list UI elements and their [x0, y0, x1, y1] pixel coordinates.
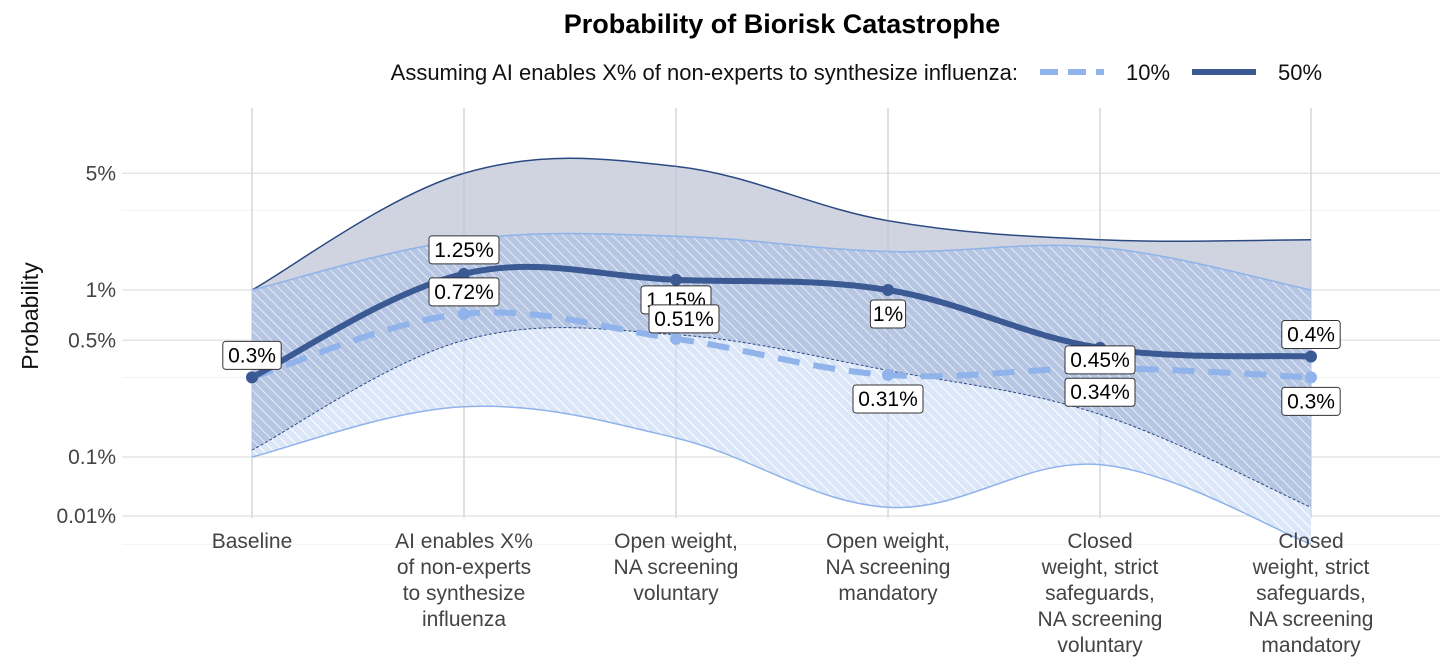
x-tick-5-line-3: NA screening	[1249, 608, 1374, 631]
data-label-50-1-text: 1.25%	[434, 239, 494, 262]
x-tick-2: Open weight, NA screening voluntary	[614, 530, 739, 605]
data-label-50-5-box	[1281, 319, 1341, 349]
data-label-10-3-box	[852, 384, 924, 414]
data-label-10-1-text: 0.72%	[434, 281, 494, 304]
x-tick-4-line-1: weight, strict	[1041, 556, 1159, 579]
x-tick-4-line-4: voluntary	[1057, 634, 1143, 657]
data-label-50-1: 1.25%	[428, 235, 500, 265]
legend: Assuming AI enables X% of non-experts to…	[391, 60, 1322, 85]
x-tick-4-line-0: Closed	[1067, 530, 1132, 553]
point-50-2	[670, 273, 682, 286]
x-tick-5-line-2: safeguards,	[1256, 582, 1366, 605]
series-line-10	[251, 309, 1312, 381]
band-10-lower	[251, 405, 1312, 546]
data-label-10-5-box	[1281, 386, 1341, 416]
x-tick-3-line-0: Open weight,	[826, 530, 950, 553]
bands	[251, 157, 1312, 546]
band-overlap-light	[252, 327, 1311, 545]
data-label-50-0-text: 0.3%	[228, 344, 276, 367]
data-label-50-3: 1%	[869, 299, 907, 329]
data-label-50-3-box	[869, 299, 907, 329]
data-label-50-4-text: 0.45%	[1070, 349, 1130, 372]
x-tick-4-line-2: safeguards,	[1045, 582, 1155, 605]
data-label-10-2-box	[648, 304, 720, 334]
x-tick-4: Closed weight, strict safeguards, NA screen…	[1038, 530, 1163, 657]
x-tick-2-line-2: voluntary	[633, 582, 719, 605]
data-label-50-5: 0.4%	[1281, 319, 1341, 349]
legend-label-50: 50%	[1278, 60, 1322, 85]
point-10-5	[1305, 371, 1317, 384]
data-label-50-5-text: 0.4%	[1287, 323, 1335, 346]
x-tick-0-line-0: Baseline	[212, 530, 293, 553]
x-tick-2-line-1: NA screening	[614, 556, 739, 579]
y-tick-1: 0.1%	[68, 446, 116, 469]
x-tick-3-line-2: mandatory	[838, 582, 938, 605]
data-label-10-5: 0.3%	[1281, 386, 1341, 416]
data-label-50-4-box	[1064, 345, 1136, 375]
data-label-50-0-box	[222, 340, 282, 370]
x-tick-5-line-1: weight, strict	[1252, 556, 1370, 579]
x-tick-3: Open weight, NA screening mandatory	[826, 530, 951, 605]
chart-title: Probability of Biorisk Catastrophe	[564, 9, 1001, 39]
data-label-10-4: 0.34%	[1064, 377, 1136, 407]
x-tick-1-line-3: influenza	[422, 608, 506, 631]
data-label-10-2-text: 0.51%	[654, 308, 714, 331]
point-10-3	[882, 368, 894, 381]
band-50-lower	[251, 327, 1312, 508]
data-label-50-1-box	[428, 235, 500, 265]
x-tick-5: Closed weight, strict safeguards, NA screen…	[1249, 530, 1374, 657]
data-label-10-1-box	[428, 277, 500, 307]
point-50-5	[1305, 350, 1317, 363]
x-tick-1-line-1: of non-experts	[397, 556, 531, 579]
x-tick-1-line-2: to synthesize	[403, 582, 526, 605]
point-50-0	[246, 371, 258, 384]
point-10-1	[458, 307, 470, 320]
data-label-10-5-text: 0.3%	[1287, 390, 1335, 413]
data-label-10-3: 0.31%	[852, 384, 924, 414]
point-50-1	[458, 267, 470, 280]
x-tick-5-line-4: mandatory	[1261, 634, 1361, 657]
data-label-50-0: 0.3%	[222, 340, 282, 370]
data-label-10-1: 0.72%	[428, 277, 500, 307]
legend-label-10: 10%	[1126, 60, 1170, 85]
x-tick-2-line-0: Open weight,	[614, 530, 738, 553]
legend-title: Assuming AI enables X% of non-experts to…	[391, 60, 1018, 85]
data-label-50-4: 0.45%	[1064, 345, 1136, 375]
x-tick-0: Baseline	[212, 530, 293, 553]
data-label-10-2: 0.51%	[648, 304, 720, 334]
y-tick-3: 1%	[86, 279, 116, 302]
data-label-10-3-text: 0.31%	[858, 388, 918, 411]
x-tick-1: AI enables X% of non-experts to synthesize…	[395, 530, 533, 631]
data-label-50-3-text: 1%	[873, 303, 903, 326]
x-tick-4-line-3: NA screening	[1038, 608, 1163, 631]
x-axis-ticks: Baseline AI enables X% of non-experts to sy…	[212, 530, 1374, 657]
data-label-10-4-text: 0.34%	[1070, 381, 1130, 404]
x-tick-5-line-0: Closed	[1278, 530, 1343, 553]
y-tick-2: 0.5%	[68, 329, 116, 352]
x-tick-1-line-0: AI enables X%	[395, 530, 533, 553]
x-tick-3-line-1: NA screening	[826, 556, 951, 579]
data-labels: 0.3%1.25%1.15%1%0.45%0.4%0.72%0.51%0.31%…	[222, 235, 1341, 416]
y-axis-label: Probability	[17, 262, 43, 370]
data-label-10-4-box	[1064, 377, 1136, 407]
y-tick-4: 5%	[86, 162, 116, 185]
y-tick-0: 0.01%	[56, 505, 116, 528]
band-50-upper	[251, 157, 1312, 291]
point-50-3	[882, 284, 894, 296]
point-10-2	[670, 332, 682, 345]
y-axis-ticks: 0.01% 0.1% 0.5% 1% 5%	[56, 162, 116, 528]
